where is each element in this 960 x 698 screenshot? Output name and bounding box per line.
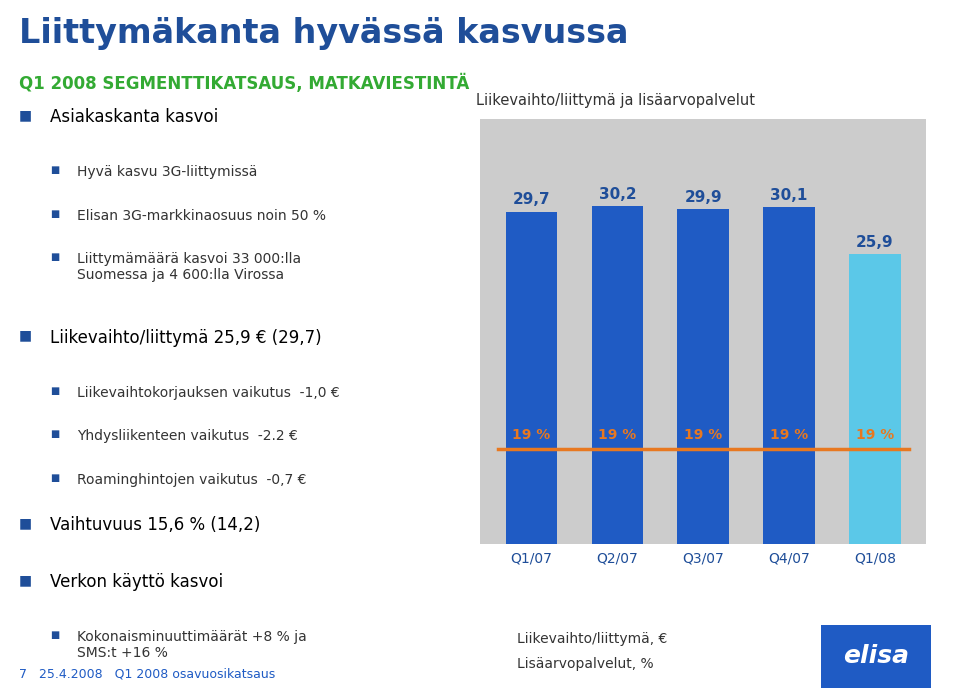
- Text: ■: ■: [19, 329, 33, 343]
- Text: elisa: elisa: [843, 644, 909, 668]
- Bar: [678, 209, 729, 544]
- Bar: [850, 254, 900, 544]
- Text: Kokonaisminuuttimäärät +8 % ja
SMS:t +16 %: Kokonaisminuuttimäärät +8 % ja SMS:t +16…: [77, 630, 306, 660]
- Text: Verkon käyttö kasvoi: Verkon käyttö kasvoi: [50, 573, 223, 591]
- Text: ■: ■: [50, 165, 60, 175]
- Text: Liikevaihto/liittymä 25,9 € (29,7): Liikevaihto/liittymä 25,9 € (29,7): [50, 329, 322, 347]
- Text: Q1 2008 SEGMENTTIKATSAUS, MATKAVIESTINTÄ: Q1 2008 SEGMENTTIKATSAUS, MATKAVIESTINTÄ: [19, 73, 469, 93]
- Text: 19 %: 19 %: [513, 429, 551, 443]
- Text: ■: ■: [50, 209, 60, 218]
- Text: ■: ■: [50, 473, 60, 482]
- Text: ■: ■: [19, 108, 33, 122]
- Text: Lisäarvopalvelut, %: Lisäarvopalvelut, %: [517, 658, 654, 671]
- Text: 29,9: 29,9: [684, 190, 722, 205]
- Text: Liittymäkanta hyvässä kasvussa: Liittymäkanta hyvässä kasvussa: [19, 17, 629, 50]
- Text: 19 %: 19 %: [598, 429, 636, 443]
- Text: 30,1: 30,1: [770, 188, 807, 202]
- Bar: [506, 211, 557, 544]
- FancyBboxPatch shape: [821, 625, 931, 688]
- Text: 19 %: 19 %: [684, 429, 722, 443]
- Text: ■: ■: [50, 386, 60, 396]
- Text: 25,9: 25,9: [856, 235, 894, 250]
- Text: ■: ■: [50, 252, 60, 262]
- Text: Liikevaihtokorjauksen vaikutus  -1,0 €: Liikevaihtokorjauksen vaikutus -1,0 €: [77, 386, 340, 400]
- Text: 29,7: 29,7: [513, 192, 550, 207]
- Text: Asiakaskanta kasvoi: Asiakaskanta kasvoi: [50, 108, 218, 126]
- Text: Liikevaihto/liittymä ja lisäarvopalvelut: Liikevaihto/liittymä ja lisäarvopalvelut: [475, 94, 755, 108]
- Text: Liikevaihto/liittymä, €: Liikevaihto/liittymä, €: [517, 632, 668, 646]
- Text: Hyvä kasvu 3G-liittymissä: Hyvä kasvu 3G-liittymissä: [77, 165, 257, 179]
- Text: Elisan 3G-markkinaosuus noin 50 %: Elisan 3G-markkinaosuus noin 50 %: [77, 209, 325, 223]
- Text: ■: ■: [50, 429, 60, 439]
- Bar: [763, 207, 815, 544]
- Bar: [591, 206, 643, 544]
- Text: 19 %: 19 %: [770, 429, 808, 443]
- Text: 19 %: 19 %: [855, 429, 894, 443]
- Text: 7   25.4.2008   Q1 2008 osavuosikatsaus: 7 25.4.2008 Q1 2008 osavuosikatsaus: [19, 667, 276, 681]
- Text: Roaminghintojen vaikutus  -0,7 €: Roaminghintojen vaikutus -0,7 €: [77, 473, 306, 487]
- Text: ■: ■: [50, 630, 60, 640]
- Text: 30,2: 30,2: [598, 186, 636, 202]
- Text: Yhdysliikenteen vaikutus  -2.2 €: Yhdysliikenteen vaikutus -2.2 €: [77, 429, 298, 443]
- Text: ■: ■: [19, 573, 33, 587]
- Text: ■: ■: [19, 516, 33, 530]
- Text: Liittymämäärä kasvoi 33 000:lla
Suomessa ja 4 600:lla Virossa: Liittymämäärä kasvoi 33 000:lla Suomessa…: [77, 252, 300, 282]
- Text: Vaihtuvuus 15,6 % (14,2): Vaihtuvuus 15,6 % (14,2): [50, 516, 260, 534]
